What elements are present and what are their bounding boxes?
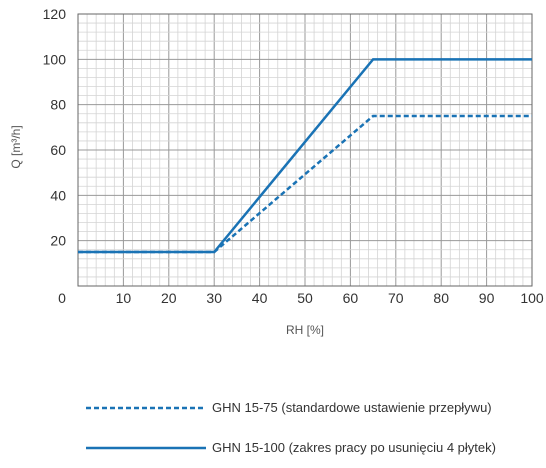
y-tick-label: 80 <box>50 97 66 113</box>
x-tick-label: 60 <box>343 290 359 306</box>
y-tick-label: 120 <box>43 6 67 22</box>
x-tick-label: 20 <box>161 290 177 306</box>
x-tick-label: 50 <box>297 290 313 306</box>
y-tick-label: 60 <box>50 142 66 158</box>
y-tick-label: 20 <box>50 233 66 249</box>
x-tick-label: 0 <box>58 290 66 306</box>
x-tick-label: 40 <box>252 290 268 306</box>
legend-label: GHN 15-100 (zakres pracy po usunięciu 4 … <box>212 440 496 455</box>
x-tick-label: 30 <box>206 290 222 306</box>
x-tick-label: 100 <box>520 290 544 306</box>
x-tick-label: 80 <box>433 290 449 306</box>
x-axis-title: RH [%] <box>286 323 324 337</box>
y-tick-label: 100 <box>43 51 67 67</box>
x-tick-label: 10 <box>116 290 132 306</box>
x-tick-label: 70 <box>388 290 404 306</box>
legend: GHN 15-75 (standardowe ustawienie przepł… <box>86 400 496 455</box>
legend-label: GHN 15-75 (standardowe ustawienie przepł… <box>212 400 492 415</box>
y-axis-title: Q [m³/h] <box>9 125 23 168</box>
y-tick-label: 40 <box>50 187 66 203</box>
grid <box>78 14 532 286</box>
x-tick-label: 90 <box>479 290 495 306</box>
